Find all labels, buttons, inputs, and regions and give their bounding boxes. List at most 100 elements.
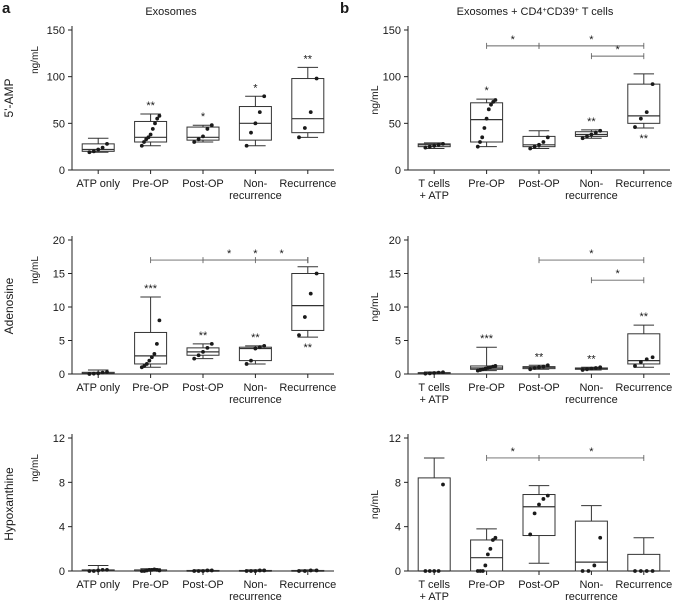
data-point [432, 143, 437, 148]
data-point [427, 371, 432, 376]
data-point [96, 147, 101, 152]
y-tick-label: 0 [59, 369, 65, 381]
panel-a2: 0 5 10 15 20 ng/mL ATP only Pre-OP Post-OP Non-re… [30, 235, 336, 406]
significance-label: ** [146, 100, 155, 112]
data-point [157, 113, 162, 118]
significance-label: ** [304, 342, 313, 354]
y-axis-label: ng/mL [30, 454, 41, 482]
y-tick-label: 10 [53, 302, 65, 314]
data-point [532, 144, 537, 149]
data-point [589, 366, 594, 371]
box-iqr [417, 477, 451, 572]
box-1: * [470, 85, 504, 149]
box-4: ** [291, 53, 325, 140]
data-point [201, 349, 205, 354]
data-point [249, 130, 253, 135]
x-tick-label: Pre-OP [468, 579, 505, 591]
data-point [423, 569, 428, 573]
y-tick-label: 10 [389, 302, 401, 314]
data-point [638, 360, 643, 364]
data-point [482, 126, 487, 130]
data-point [253, 121, 258, 126]
y-tick-label: 20 [389, 235, 401, 247]
data-point [423, 371, 428, 376]
data-point [262, 343, 267, 348]
data-point [580, 569, 585, 573]
data-point [545, 135, 550, 140]
data-point [490, 538, 495, 542]
box-2 [522, 485, 556, 564]
box-iqr [134, 120, 168, 143]
x-tick-label: Post-OP [518, 579, 560, 591]
x-tick-label: Non- [579, 382, 603, 394]
data-point [154, 341, 159, 346]
box-iqr [291, 273, 325, 331]
x-tick-label: recurrence [565, 190, 618, 202]
box-iqr [522, 494, 556, 537]
bracket-label: * [615, 44, 620, 56]
bracket-label: * [253, 248, 258, 260]
data-point [201, 569, 205, 573]
title-part: Exosomes [145, 6, 197, 18]
data-point [528, 532, 533, 537]
panel-letter-b: b [340, 0, 349, 17]
data-point [537, 142, 541, 147]
x-tick-label: Post-OP [182, 579, 224, 591]
row-title: 5'-AMP [2, 79, 16, 118]
x-tick-label: Non- [243, 579, 267, 591]
data-point [484, 116, 489, 121]
data-point [528, 367, 533, 372]
x-tick-label: Non- [579, 579, 603, 591]
box-iqr [627, 553, 661, 572]
data-point [493, 98, 498, 102]
box-0 [81, 137, 115, 155]
data-point [489, 102, 493, 107]
panel-letter-a: a [2, 0, 11, 17]
data-point [91, 371, 96, 376]
x-tick-label: Recurrence [279, 382, 336, 394]
box-iqr [134, 331, 168, 365]
x-tick-label: Pre-OP [132, 178, 169, 190]
data-point [257, 568, 262, 573]
box-iqr [470, 102, 504, 143]
significance-label: ** [199, 330, 208, 342]
data-point [598, 365, 603, 370]
data-point [314, 271, 319, 276]
data-point [105, 370, 109, 374]
data-point [91, 149, 96, 154]
data-point [638, 116, 643, 121]
data-point [192, 356, 197, 361]
box-2: ** [186, 330, 220, 361]
bracket-label: * [589, 248, 594, 260]
panel-b2: 0 5 10 15 20 ng/mL T cells+ ATP Pre-OP Post-OP No… [369, 235, 672, 406]
data-point [308, 568, 313, 573]
significance-label: ** [640, 133, 649, 145]
y-tick-label: 4 [59, 522, 65, 534]
data-point [96, 371, 101, 376]
data-point [192, 140, 197, 144]
column-title: Exosomes + CD4+CD39+ T cells [457, 6, 614, 18]
title-part: Exosomes + CD4 [457, 6, 543, 18]
data-point [257, 110, 262, 115]
significance-label: ** [640, 311, 649, 323]
data-point [589, 132, 594, 137]
data-point [478, 140, 482, 144]
panel-a1: 0 50 100 150 ng/mL ATP only Pre-OP Post-OP Non-r… [30, 25, 336, 202]
y-tick-label: 100 [47, 72, 65, 84]
box-2: * [186, 111, 220, 144]
x-tick-label: Recurrence [615, 178, 672, 190]
data-point [87, 150, 92, 155]
data-point [593, 366, 598, 370]
data-point [302, 126, 307, 130]
x-tick-label: + ATP [419, 591, 448, 603]
significance-label: * [253, 82, 258, 94]
data-point [209, 123, 214, 128]
data-point [144, 362, 149, 366]
data-point [146, 135, 151, 140]
data-point [96, 568, 101, 573]
panel-b3: 0 4 8 12 ng/mL T cells+ ATP Pre-OP Post-OP Non-r… [369, 433, 672, 603]
x-tick-label: Recurrence [279, 178, 336, 190]
box-2: ** [522, 351, 556, 372]
x-tick-label: recurrence [565, 591, 618, 603]
x-tick-label: ATP only [76, 579, 120, 591]
